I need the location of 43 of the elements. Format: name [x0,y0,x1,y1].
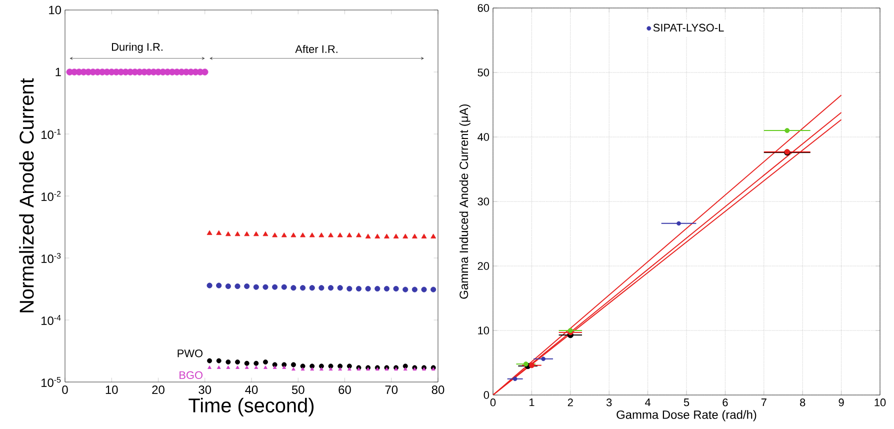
x-tick-label: 50 [292,386,304,394]
y-tick-label: 10$^{-2}$ [42,190,61,202]
y-tick-label: 40 [478,133,490,141]
y-tick-label: 50 [478,68,490,76]
annotation: After I.R. [295,44,338,53]
y-tick-label: 10$^{-1}$ [42,129,61,139]
x-tick-label: 2 [568,398,573,406]
series-label: BGO [180,371,203,379]
x-tick-label: 80 [432,386,444,394]
y-tick-label: 0 [484,391,490,399]
x-tick-label: 4 [645,398,651,406]
x-tick-label: 0 [490,398,496,406]
x-tick-label: 9 [838,398,844,406]
x-tick-label: 60 [338,386,351,394]
y-tick-label: 10$^{-4}$ [42,315,61,325]
y-axis-title: Normalized Anode Current [19,78,34,312]
series-label: PWO [178,350,203,358]
y-tick-label: 10 [478,326,490,334]
x-tick-label: 8 [800,398,806,406]
x-axis-title: Gamma Dose Rate (rad/h) [616,410,756,422]
x-tick-label: 70 [385,386,398,394]
x-tick-label: 0 [62,386,68,394]
x-tick-label: 40 [245,386,258,394]
x-tick-label: 6 [722,398,728,406]
x-tick-label: 7 [761,398,766,406]
y-tick-label: 10 [49,6,62,14]
x-tick-label: 10 [106,386,118,394]
y-tick-label: 60 [478,4,490,12]
annotation: During I.R. [112,42,162,53]
y-tick-label: 1 [56,68,61,76]
x-tick-label: 10 [874,398,886,406]
x-tick-label: 20 [152,386,164,394]
y-tick-label: 30 [478,198,490,206]
y-tick-label: 10$^{-5}$ [42,377,61,387]
legend-label: SIPAT-LYSO-L [653,24,724,32]
y-axis-title: Gamma Induced Anode Current (μA) [459,104,470,299]
y-tick-label: 10$^{-3}$ [42,252,61,264]
x-tick-label: 30 [198,386,212,394]
x-tick-label: 3 [606,398,612,406]
x-tick-label: 5 [684,398,690,406]
x-axis-title: Time (second) [188,398,314,416]
x-tick-label: 1 [529,398,534,406]
y-tick-label: 20 [478,262,490,270]
